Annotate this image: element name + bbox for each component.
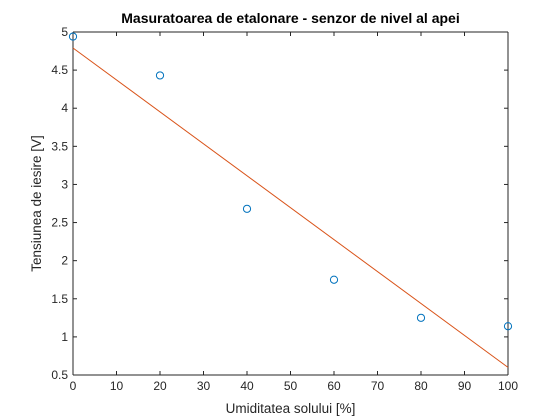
x-tick-label: 0 [70,379,77,393]
data-point [503,322,513,331]
x-tick-label: 70 [371,379,385,393]
x-tick-label: 100 [498,379,518,393]
x-tick-label: 40 [240,379,254,393]
data-point [68,32,78,41]
chart-title: Masuratoarea de etalonare - senzor de ni… [121,10,459,26]
plot-area [73,32,508,375]
data-point [242,204,252,213]
y-tick-label: 1.5 [51,292,68,306]
series-layer [68,32,513,368]
y-ticks: 0.5 1 1.5 2 2.5 3 3.5 4 4.5 5 [51,25,508,382]
y-tick-label: 1 [61,330,68,344]
x-tick-label: 20 [153,379,167,393]
x-tick-label: 50 [284,379,298,393]
x-tick-label: 90 [458,379,472,393]
x-tick-label: 30 [197,379,211,393]
fit-line [72,47,509,368]
data-point [155,71,165,80]
y-tick-label: 2 [61,254,68,268]
x-tick-label: 10 [110,379,124,393]
data-point [416,313,426,322]
y-tick-label: 4 [61,101,68,115]
y-tick-label: 2.5 [51,216,68,230]
y-tick-label: 0.5 [51,368,68,382]
x-ticks: 0 10 20 30 40 50 60 70 80 90 100 [70,32,518,393]
y-tick-label: 3.5 [51,139,68,153]
x-tick-label: 80 [414,379,428,393]
y-tick-label: 4.5 [51,63,68,77]
x-axis-label: Umiditatea solului [%] [226,401,356,416]
x-tick-label: 60 [327,379,341,393]
y-tick-label: 3 [61,177,68,191]
data-point [329,275,339,284]
y-tick-label: 5 [61,25,68,39]
y-axis-label: Tensiunea de iesire [V] [29,135,44,272]
